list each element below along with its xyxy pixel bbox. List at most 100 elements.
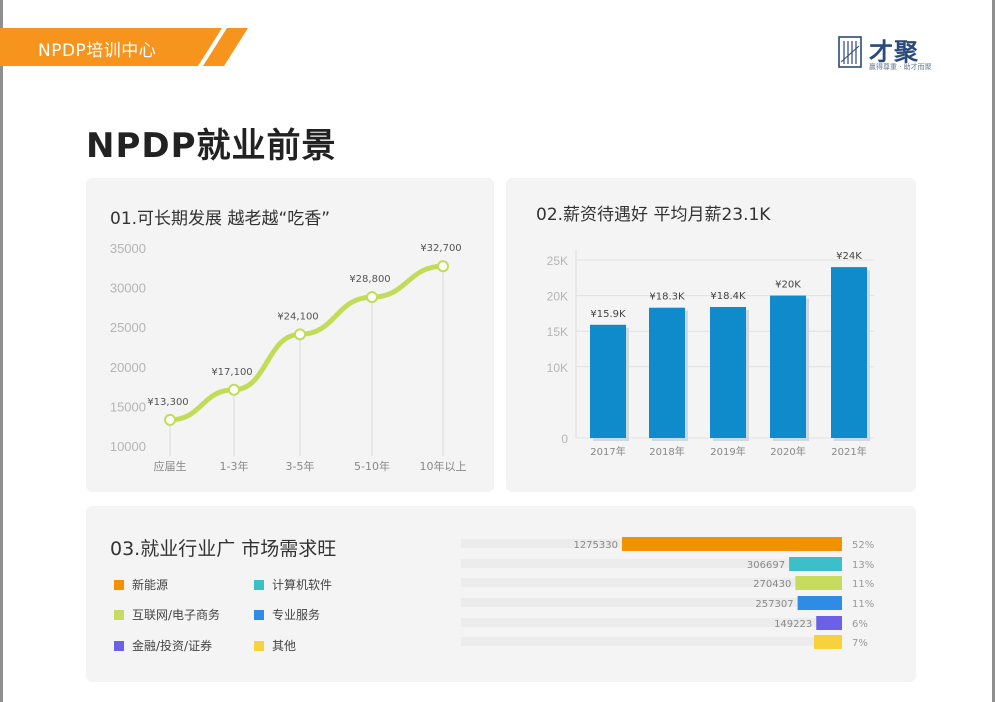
data-point (164, 413, 176, 426)
track-bar (461, 637, 842, 646)
industry-bar (795, 576, 842, 590)
x-tick-label: 10年以上 (420, 459, 467, 473)
track-bar (461, 578, 842, 587)
left-frame-border (0, 0, 3, 702)
x-tick-label: 2018年 (649, 445, 684, 458)
legend-swatch (254, 579, 264, 590)
y-tick-label: 25K (547, 254, 568, 268)
x-tick-label: 5-10年 (354, 459, 390, 473)
salary-bar (590, 324, 626, 438)
page-title: NPDP就业前景 (86, 126, 337, 166)
y-tick-label: 20000 (110, 360, 146, 375)
industry-card: 03.就业行业广 市场需求旺 新能源 计算机软件互联网/电子商务 专业服务金融/投资… (86, 506, 916, 682)
legend-swatch (114, 579, 124, 590)
bar-value-label: ¥15.9K (590, 309, 626, 320)
salary-bar (710, 306, 746, 438)
data-label: ¥13,300 (147, 397, 188, 408)
x-tick-label: 2019年 (710, 445, 745, 458)
x-tick-label: 1-3年 (220, 459, 249, 473)
track-bar (461, 559, 842, 568)
legend-item: 专业服务 (254, 606, 320, 623)
industry-bar (797, 596, 842, 610)
building-logo-icon (838, 36, 862, 68)
legend-swatch (254, 640, 264, 651)
right-frame-border (992, 0, 995, 702)
industry-bar (789, 557, 842, 571)
yearly-salary-bar-chart: 0 10K 15K 20K 25K ¥15.9K 2017年 ¥18.3K 2018年 ¥18.4… (547, 250, 874, 458)
banner-title: NPDP培训中心 (38, 41, 157, 61)
salary-bar (649, 307, 685, 438)
y-tick-label: 35000 (110, 241, 146, 256)
bar-value-label: ¥24K (836, 251, 862, 262)
salary-card: 02.薪资待遇好 平均月薪23.1K 0 10K 15K 20K 25K ¥15.9K 20… (506, 178, 916, 492)
card2-title: 02.薪资待遇好 平均月薪23.1K (536, 205, 771, 225)
career-growth-card: 01.可长期发展 越老越“吃香” 10000 15000 20000 25000 300… (86, 178, 494, 492)
y-tick-label: 10K (547, 361, 568, 375)
legend-item: 其他 (254, 637, 296, 654)
bar-value-label: ¥18.3K (649, 292, 685, 303)
percent-label: 11% (852, 599, 874, 610)
y-tick-label: 15000 (110, 399, 146, 414)
bar-value-label: 270430 (753, 579, 791, 590)
banner-shape (0, 28, 248, 66)
data-point (228, 383, 240, 396)
salary-bar (831, 267, 867, 438)
industry-bar-chart: 1275330 52% 306697 13% 270430 11% 257307 11% 149… (461, 537, 874, 649)
y-tick-label: 25000 (110, 320, 146, 335)
card3-title: 03.就业行业广 市场需求旺 (110, 538, 337, 560)
bar-value-label: 306697 (747, 560, 785, 571)
data-point (366, 291, 378, 304)
card1-title: 01.可长期发展 越老越“吃香” (110, 209, 331, 229)
x-tick-label: 2017年 (590, 445, 625, 458)
percent-label: 6% (852, 619, 868, 630)
legend-label: 金融/投资/证券 (132, 639, 213, 653)
y-tick-label: 0 (561, 432, 568, 446)
legend-label: 互联网/电子商务 (132, 608, 221, 622)
legend-swatch (114, 640, 124, 651)
track-bar (461, 598, 842, 607)
salary-growth-line-chart: 10000 15000 20000 25000 30000 35000 ¥13,300 应届生… (110, 241, 467, 473)
y-tick-label: 30000 (110, 281, 146, 296)
bar-value-label: 149223 (774, 619, 812, 630)
legend-swatch (254, 609, 264, 620)
legend-label: 专业服务 (272, 608, 321, 622)
y-tick-label: 20K (547, 290, 568, 304)
data-point (294, 328, 306, 341)
percent-label: 7% (852, 638, 868, 649)
percent-label: 13% (852, 560, 874, 571)
data-label: ¥28,800 (349, 274, 390, 285)
industry-bar (814, 635, 842, 649)
y-tick-label: 15K (547, 325, 568, 339)
bar-value-label: ¥20K (775, 280, 801, 291)
x-tick-label: 3-5年 (286, 459, 315, 473)
industry-bar (816, 616, 842, 630)
legend-item: 计算机软件 (254, 576, 332, 593)
x-tick-label: 2021年 (831, 445, 866, 458)
data-label: ¥24,100 (277, 311, 318, 322)
salary-bar (770, 295, 806, 438)
logo-tagline: 赢得尊重 · 助才而聚 (869, 63, 932, 71)
x-tick-label: 2020年 (770, 445, 805, 458)
bar-value-label: ¥18.4K (710, 291, 746, 302)
salary-series-line (167, 263, 446, 423)
bar-value-label: 1275330 (573, 540, 618, 551)
x-tick-label: 应届生 (154, 459, 187, 473)
brand-logo: 才聚 赢得尊重 · 助才而聚 (836, 32, 936, 74)
header-banner: NPDP培训中心 (0, 28, 248, 66)
track-bar (461, 618, 842, 627)
legend-label: 其他 (272, 639, 297, 653)
legend-label: 计算机软件 (272, 578, 333, 592)
legend-label: 新能源 (132, 578, 169, 592)
legend-item: 金融/投资/证券 (114, 637, 212, 654)
legend-swatch (114, 609, 124, 620)
data-label: ¥17,100 (211, 367, 252, 378)
industry-bar (622, 537, 842, 551)
legend-item: 新能源 (114, 576, 168, 593)
percent-label: 52% (852, 540, 874, 551)
data-label: ¥32,700 (420, 243, 461, 254)
logo-wordmark: 才聚 (869, 38, 919, 66)
legend-item: 互联网/电子商务 (114, 606, 220, 623)
y-tick-label: 10000 (110, 439, 146, 454)
percent-label: 11% (852, 579, 874, 590)
bar-value-label: 257307 (755, 599, 793, 610)
